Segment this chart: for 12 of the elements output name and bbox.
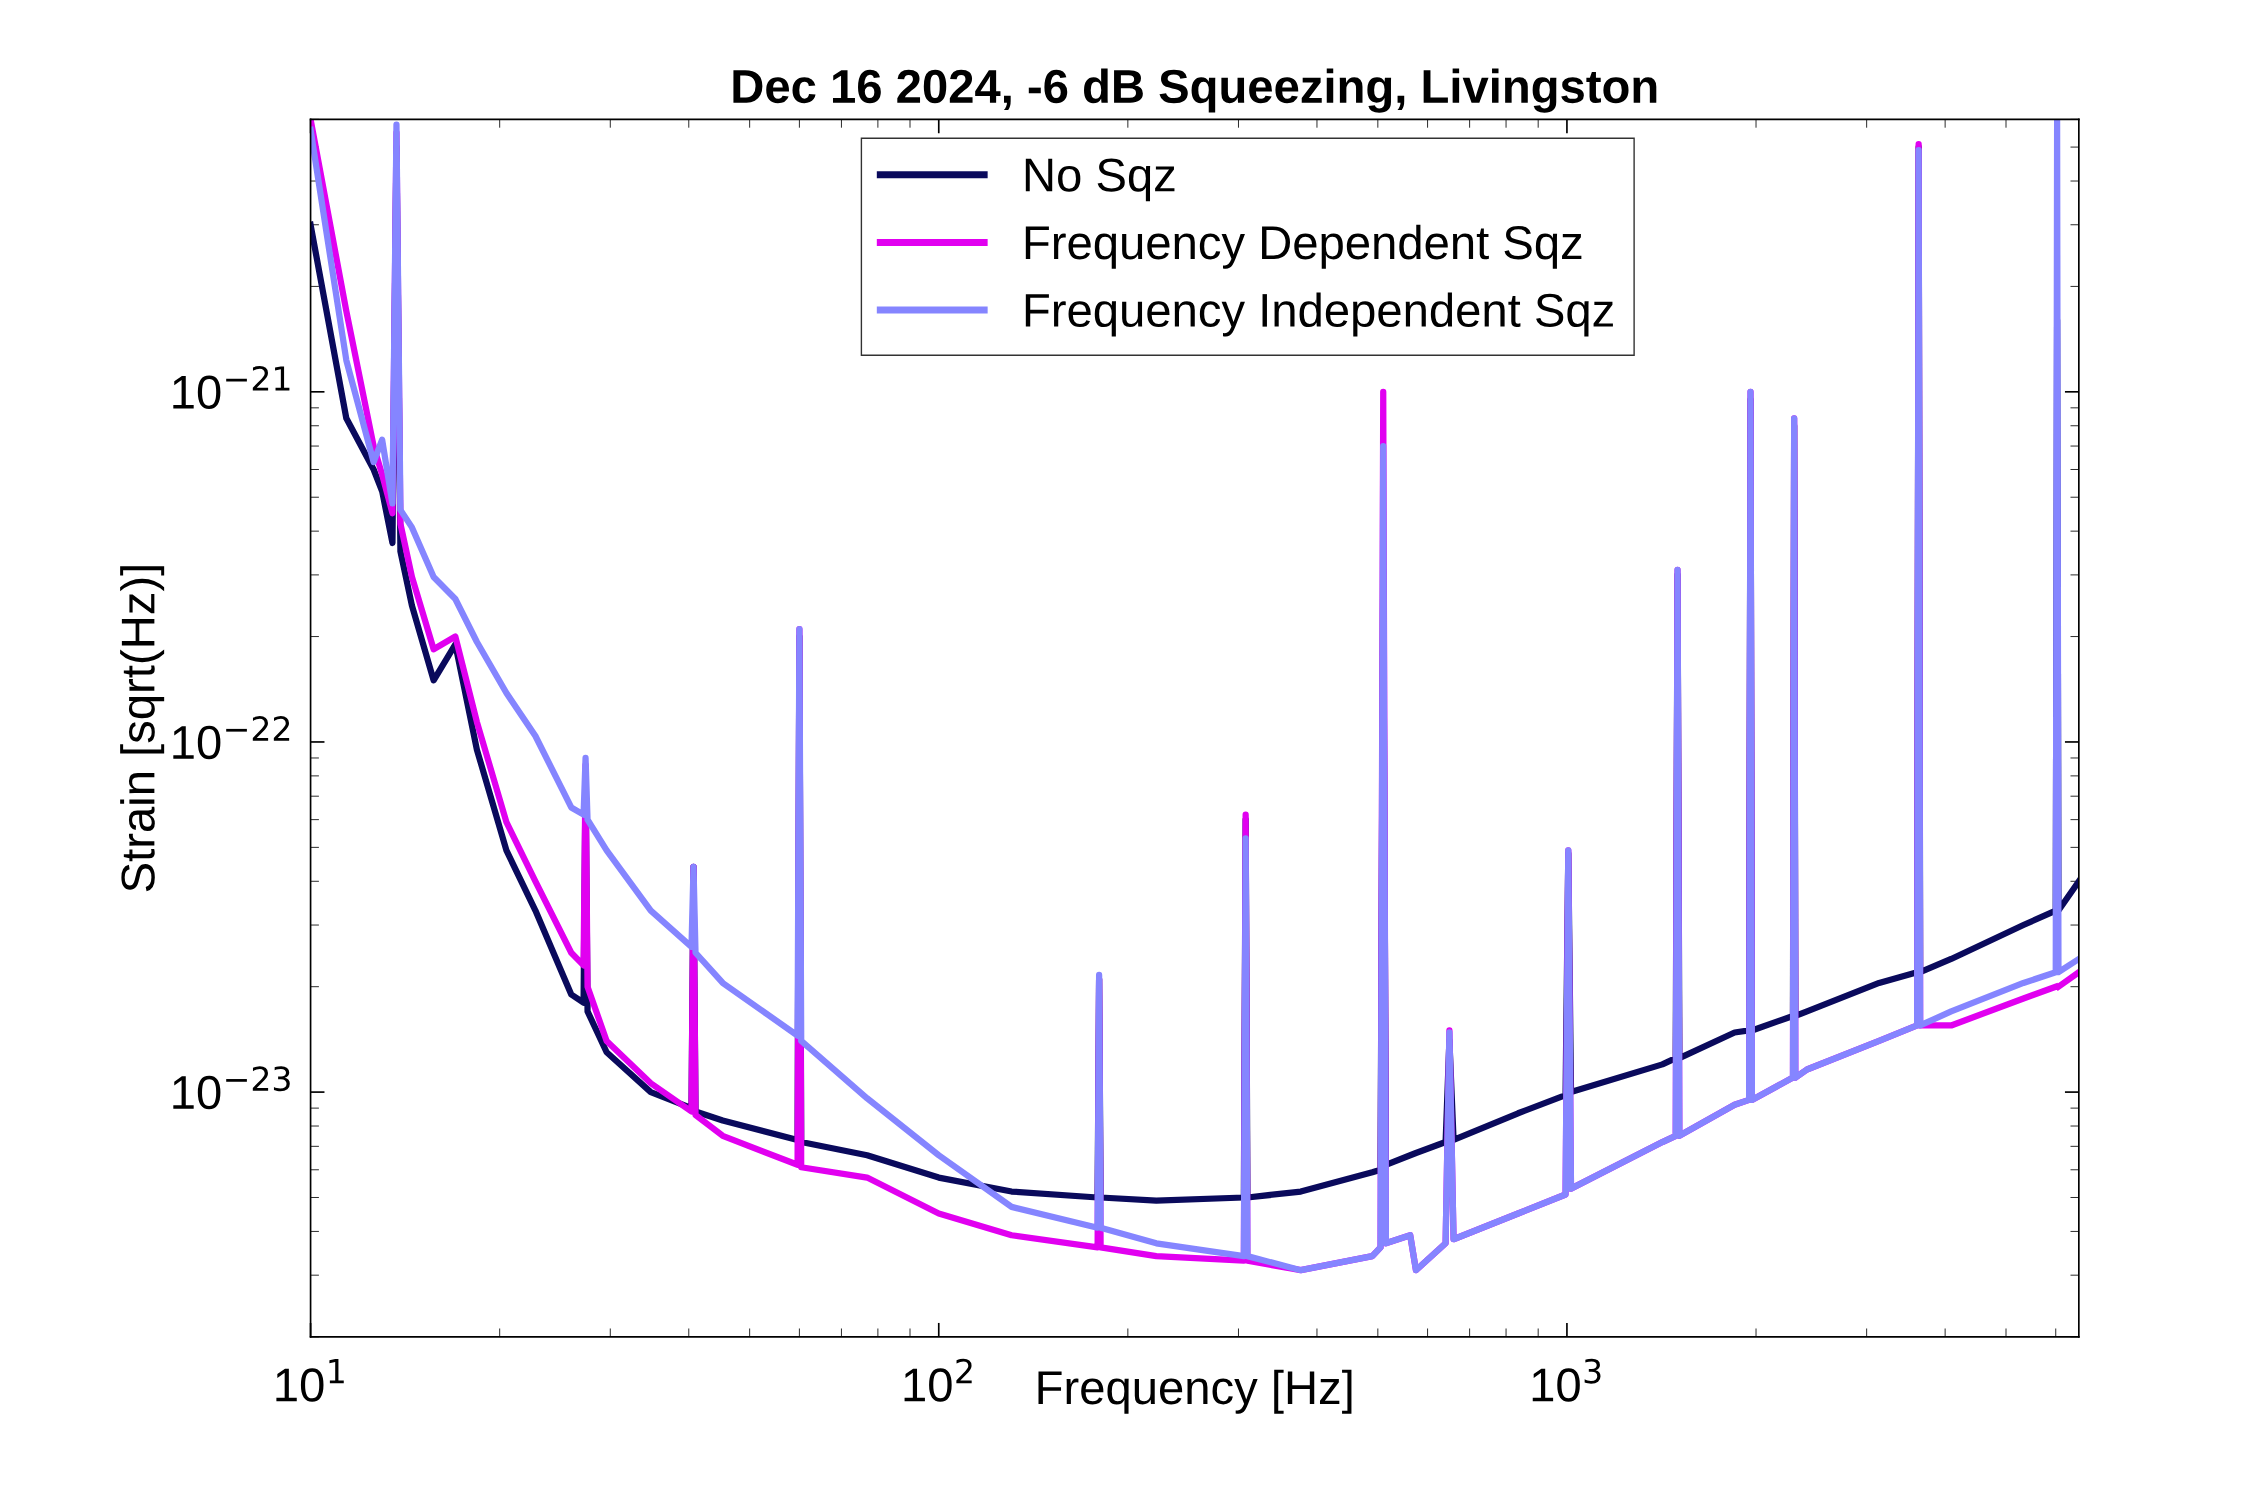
y-tick-label: 10$^{−23}$ [173,1066,290,1110]
y-axis-title: Strain [sqrt(Hz)] [120,566,165,892]
y-tick-label: 10$^{−22}$ [173,716,290,760]
legend-label: Frequency Independent Sqz [1025,292,1613,337]
legend-label: No Sqz [1025,158,1175,202]
chart-title: Dec 16 2024, -6 dB Squeezing, Livingston [733,68,1657,113]
legend-label: Frequency Dependent Sqz [1025,224,1582,269]
y-tick-label: 10$^{−21}$ [173,365,290,410]
x-tick-label: 10$^{1}$ [276,1359,344,1402]
x-axis-title: Frequency [Hz] [1038,1369,1352,1414]
x-tick-label: 10$^{2}$ [904,1358,972,1402]
x-tick-label: 10$^{3}$ [1532,1358,1601,1402]
